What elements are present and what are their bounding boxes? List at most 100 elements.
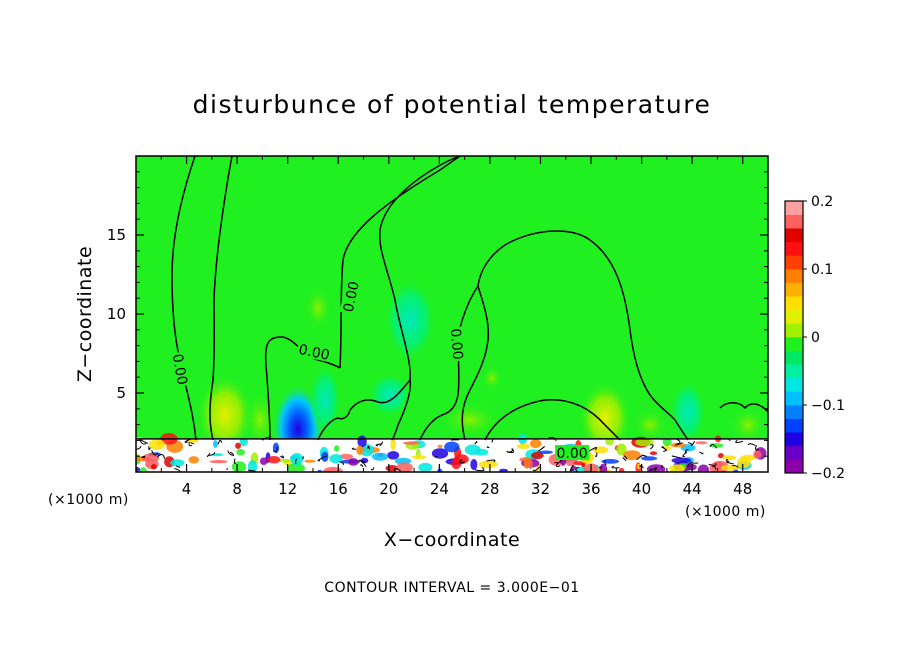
contour-line	[461, 285, 490, 441]
turbulent-blob	[356, 445, 364, 455]
turbulent-blob	[641, 456, 658, 461]
turbulent-contour	[532, 466, 540, 472]
chart-title: disturbunce of potential temperature	[193, 90, 712, 119]
contour-label: 0.00	[341, 280, 363, 314]
contour-label: 0.00	[447, 328, 466, 360]
turbulent-blob	[142, 453, 160, 463]
turbulent-contour	[726, 461, 734, 465]
turbulent-contour	[486, 459, 496, 463]
turbulent-blob	[499, 468, 509, 472]
turbulent-contour	[394, 468, 401, 472]
turbulent-blob	[670, 442, 687, 448]
turbulent-contour	[636, 454, 644, 461]
x-axis-label: X−coordinate	[384, 529, 520, 551]
turbulent-contour	[674, 442, 683, 446]
colorbar-bin	[785, 228, 803, 243]
turbulent-contour	[537, 446, 545, 452]
turbulent-contour	[280, 455, 285, 459]
turbulent-contour	[491, 438, 494, 443]
turbulent-blob	[371, 452, 388, 461]
anomaly-lime	[730, 407, 766, 443]
turbulent-contour	[208, 452, 216, 456]
turbulent-blob	[387, 450, 400, 460]
contour-label: 0.00	[169, 353, 190, 386]
colorbar-tick-label: −0.2	[811, 466, 845, 482]
turbulent-blob	[619, 468, 625, 472]
x-tick-label: 8	[232, 480, 242, 498]
turbulent-contour	[367, 445, 371, 450]
turbulent-blob	[669, 464, 685, 472]
turbulent-blob	[737, 456, 751, 468]
contour-line	[317, 409, 351, 441]
turbulent-contour	[642, 454, 647, 457]
colorbar: 0.2 0.1 0 −0.1 −0.2	[784, 194, 845, 482]
y-axis-label: Z−coordinate	[74, 246, 96, 382]
turbulent-contour	[175, 465, 181, 468]
turbulent-contour	[732, 464, 739, 468]
turbulent-contour	[598, 466, 603, 469]
turbulent-blob	[686, 463, 697, 471]
turbulent-contour	[217, 439, 223, 445]
turbulent-contour	[379, 441, 384, 447]
turbulent-contour	[151, 449, 159, 456]
turbulent-contour	[661, 464, 663, 469]
plot-area	[136, 156, 768, 472]
turbulent-contour	[226, 468, 229, 470]
turbulent-contour	[139, 438, 149, 444]
turbulent-blob	[516, 443, 531, 450]
turbulent-blob	[753, 450, 762, 459]
colorbar-tick-label: 0	[811, 330, 820, 346]
contour-label-bg	[448, 326, 467, 362]
turbulent-contour	[699, 451, 704, 455]
x-axis: 4 8 12 16 20 24 28 32 36 40 44 48	[160, 156, 752, 498]
turbulent-contour	[434, 455, 438, 458]
anomaly-cyan	[309, 364, 341, 436]
turbulent-blob	[431, 448, 449, 459]
anomaly-lime	[304, 286, 332, 330]
turbulent-blob	[267, 456, 281, 464]
turbulent-blob	[720, 464, 741, 471]
anomaly-lime	[440, 402, 500, 438]
colorbar-bin	[785, 391, 803, 406]
contour-label: 0.00	[297, 342, 331, 364]
turbulent-blob	[231, 461, 247, 472]
x-tick-label: 4	[182, 480, 192, 498]
turbulent-blob	[671, 457, 692, 464]
x-tick-label: 28	[480, 480, 499, 498]
contour-line	[209, 156, 233, 441]
x-unit-left: (×1000 m)	[48, 492, 129, 508]
colorbar-bin	[785, 418, 803, 433]
turbulent-contour	[227, 450, 235, 456]
turbulent-contour	[682, 451, 688, 458]
turbulent-contour	[459, 459, 465, 464]
turbulent-blob	[247, 460, 258, 472]
turbulent-blob	[722, 455, 736, 461]
turbulent-blob	[259, 457, 268, 465]
turbulent-blob	[396, 462, 413, 472]
turbulent-contour	[156, 454, 166, 459]
turbulent-contour	[671, 455, 683, 459]
turbulent-blob	[304, 459, 316, 463]
contour-line	[339, 156, 461, 369]
turbulent-blob	[636, 463, 642, 469]
turbulent-blob	[272, 442, 280, 454]
turbulent-contour	[735, 439, 744, 444]
turbulent-blob	[523, 456, 531, 469]
colorbar-bin	[785, 282, 803, 297]
y-tick-label: 10	[107, 305, 126, 323]
turbulent-contour	[649, 444, 654, 450]
anomaly-cyan	[384, 278, 436, 362]
turbulent-contour	[295, 458, 298, 464]
turbulent-blob	[697, 464, 710, 472]
turbulent-blob	[402, 441, 421, 445]
colorbar-bin	[785, 432, 803, 447]
turbulent-contour	[233, 458, 236, 464]
colorbar-bin	[785, 201, 803, 215]
turbulent-blob	[538, 450, 553, 455]
contour-line	[171, 156, 197, 441]
turbulent-blob	[359, 444, 375, 457]
turbulent-blob	[334, 445, 340, 452]
turbulent-blob	[279, 458, 291, 463]
zero-contours	[171, 156, 768, 441]
